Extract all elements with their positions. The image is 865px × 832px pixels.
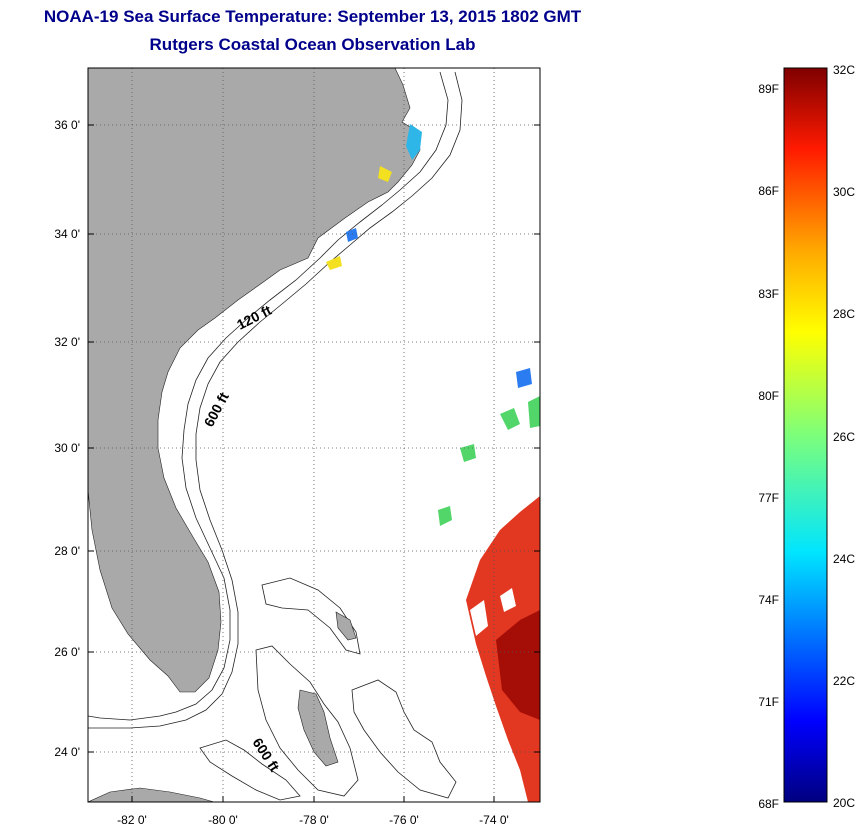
lat-label: 32 0' [54,335,80,349]
florida-keys-contour [199,739,301,801]
sst-coastal-patch [326,166,392,270]
map-subtitle: Rutgers Coastal Ocean Observation Lab [149,35,476,54]
colorbar-f-label: 86F [758,184,779,198]
colorbar-f-label: 68F [758,797,779,811]
colorbar-f-label: 83F [758,287,779,301]
lon-label: -76 0' [389,813,419,827]
lon-label: -74 0' [479,813,509,827]
bahamas-bank-contour-3 [351,679,457,799]
sst-cloud-gaps [470,588,516,636]
colorbar-c-label: 30C [833,185,855,199]
lon-label: -78 0' [299,813,329,827]
axis-ticks [88,124,540,802]
colorbar-c-label: 22C [833,674,855,688]
bahamas-island-2 [335,611,357,641]
colorbar [783,67,828,803]
lat-label: 30 0' [54,441,80,455]
lat-label: 24 0' [54,745,80,759]
colorbar-f-label: 80F [758,389,779,403]
graticule [88,68,540,802]
lat-label: 34 0' [54,227,80,241]
colorbar-c-label: 32C [833,63,855,77]
colorbar-c-label: 24C [833,552,855,566]
lon-label: -80 0' [208,813,238,827]
bahamas-bank-contour-2 [255,645,359,797]
colorbar-f-label: 71F [758,695,779,709]
sst-hatteras-patch [406,124,422,160]
mainland-us-land [88,68,421,693]
bahamas-island [297,689,339,767]
colorbar-c-label: 28C [833,307,855,321]
colorbar-f-label: 74F [758,593,779,607]
colorbar-f-label: 89F [758,82,779,96]
cuba-coast [88,787,215,802]
lat-label: 28 0' [54,544,80,558]
colorbar-c-label: 20C [833,796,855,810]
lon-label: -82 0' [117,813,147,827]
colorbar-c-label: 26C [833,430,855,444]
colorbar-f-label: 77F [758,491,779,505]
sst-hot-core [496,610,540,720]
map-title: NOAA-19 Sea Surface Temperature: Septemb… [43,7,582,26]
sst-offshore-patch [438,396,540,526]
lat-label: 26 0' [54,645,80,659]
contour-600ft [88,71,463,729]
lat-label: 36 0' [54,118,80,132]
contour-120ft [88,71,449,721]
